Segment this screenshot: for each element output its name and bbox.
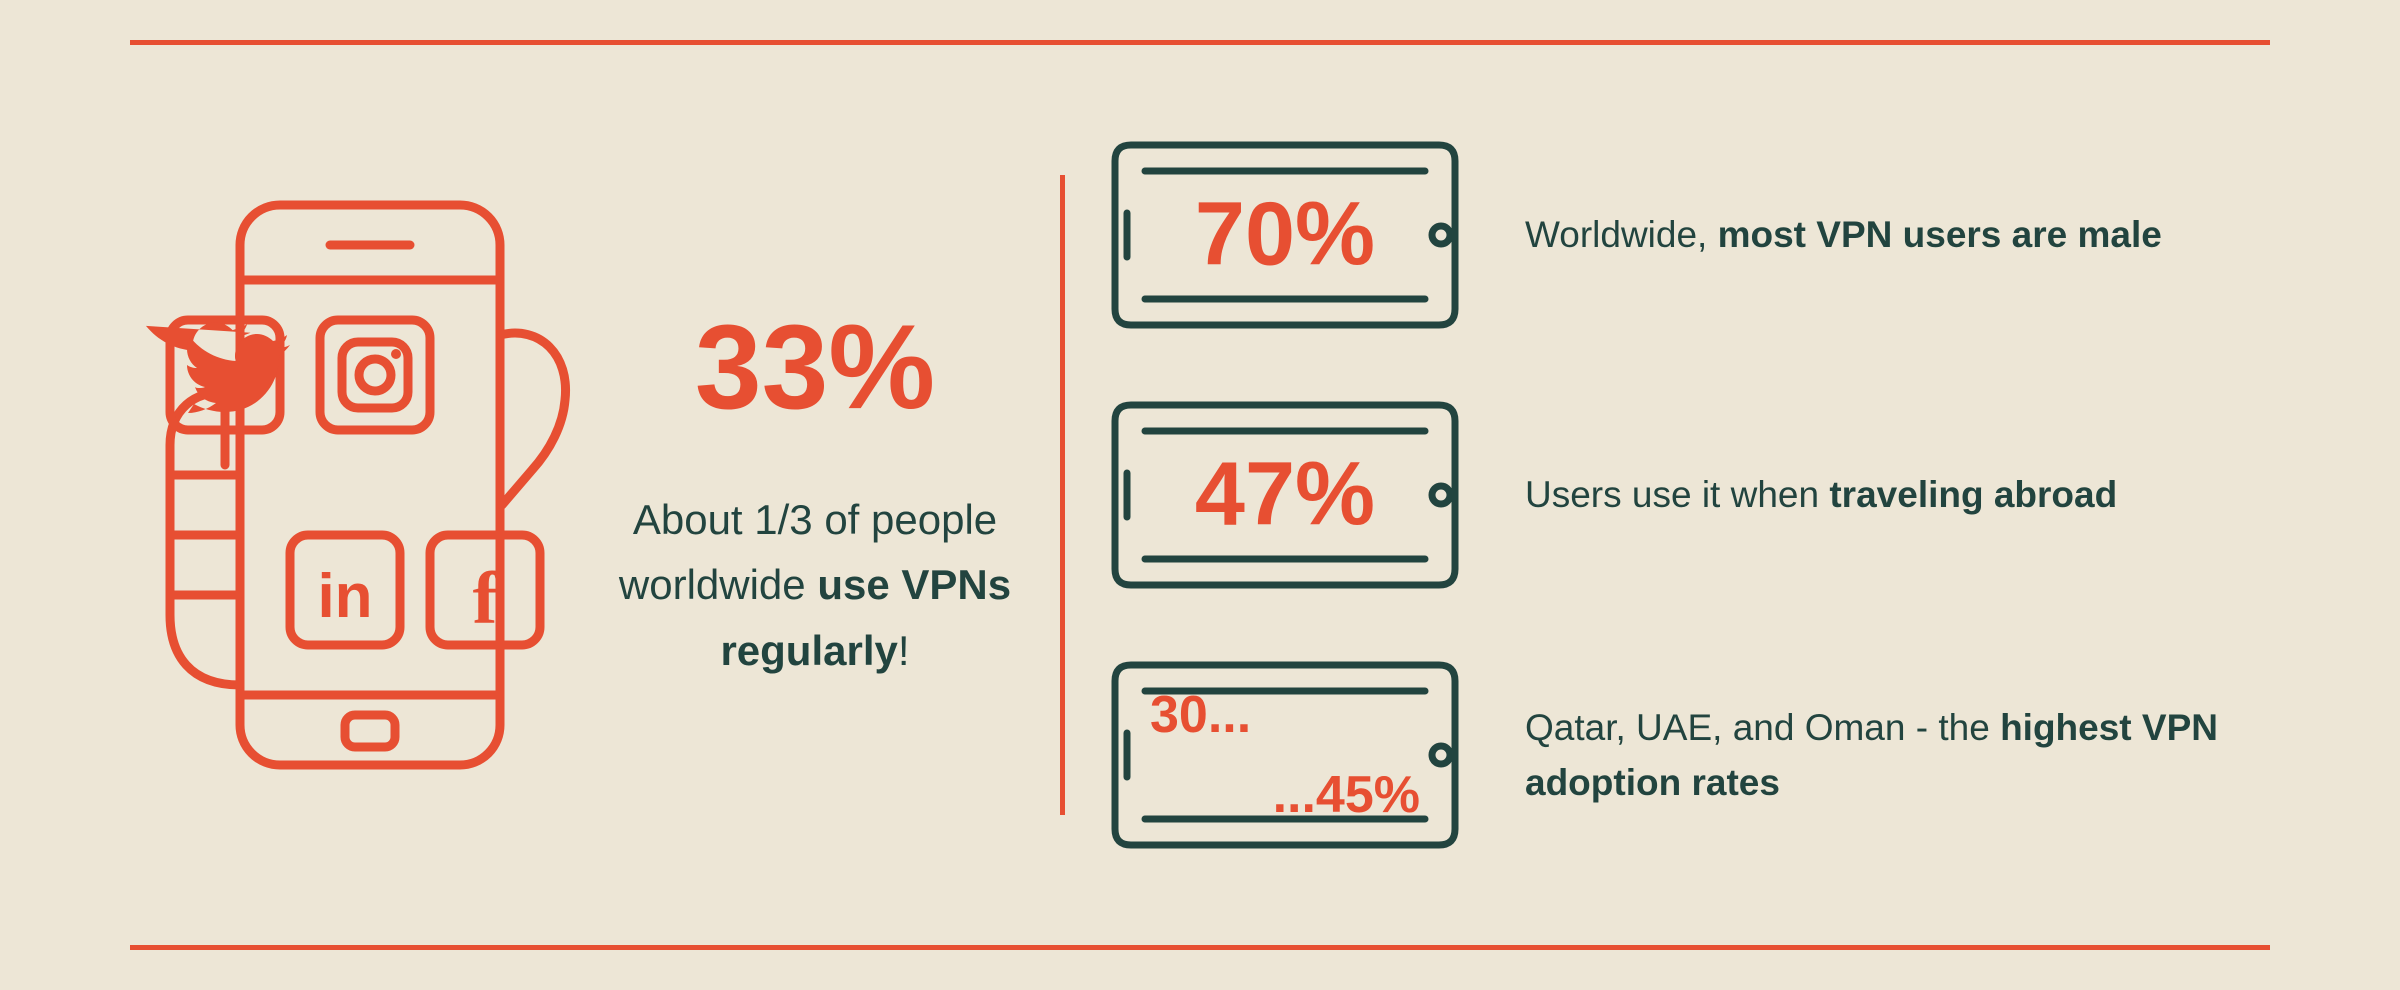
stat-phone-icon: 70% (1105, 135, 1465, 335)
bottom-rule (130, 945, 2270, 950)
svg-text:in: in (317, 562, 372, 631)
phone-illustration: in f (130, 185, 580, 805)
main-description: About 1/3 of people worldwide use VPNs r… (610, 487, 1020, 682)
main-stat: 33% About 1/3 of people worldwide use VP… (580, 307, 1050, 682)
stat-phone-icon: 30......45% (1105, 655, 1465, 855)
stats-column: 70% Worldwide, most VPN users are male 47… (1105, 135, 2270, 855)
phone-hand-icon: in f (130, 185, 580, 805)
svg-text:f: f (473, 558, 499, 640)
stat-row: 70% Worldwide, most VPN users are male (1105, 135, 2270, 335)
stat-row: 47% Users use it when traveling abroad (1105, 395, 2270, 595)
content: in f 33% About 1/3 of people worldwide u… (130, 120, 2270, 870)
main-desc-post: ! (898, 627, 910, 674)
vertical-divider (1060, 175, 1065, 815)
stat-value: 47% (1195, 444, 1375, 547)
stat-phone-icon: 47% (1105, 395, 1465, 595)
stat-value: 30......45% (1150, 685, 1420, 825)
main-percent: 33% (695, 307, 935, 427)
stat-row: 30......45% Qatar, UAE, and Oman - the hi… (1105, 655, 2270, 855)
stat-value: 70% (1195, 184, 1375, 287)
stat-text: Worldwide, most VPN users are male (1525, 207, 2162, 263)
stat-text: Users use it when traveling abroad (1525, 467, 2117, 523)
top-rule (130, 40, 2270, 45)
stat-text: Qatar, UAE, and Oman - the highest VPN a… (1525, 700, 2270, 811)
